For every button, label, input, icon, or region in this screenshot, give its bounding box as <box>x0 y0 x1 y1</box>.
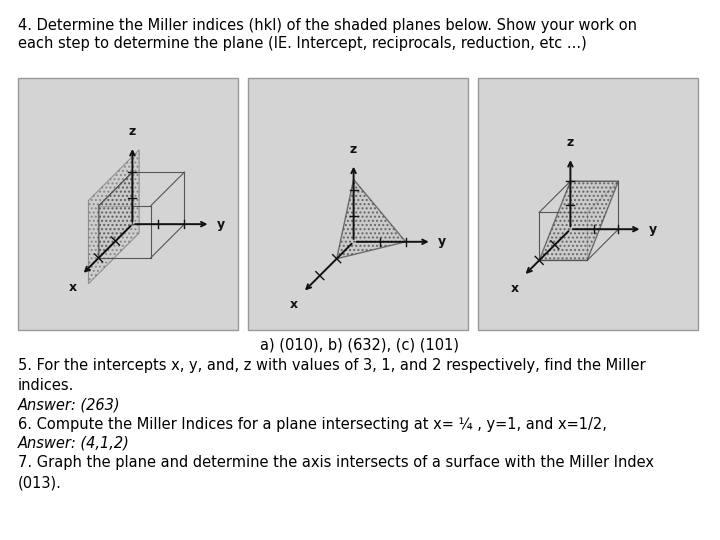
Text: a) (010), b) (632), (c) (101): a) (010), b) (632), (c) (101) <box>261 338 459 353</box>
Text: y: y <box>649 222 657 235</box>
Text: z: z <box>129 125 136 138</box>
Text: y: y <box>438 235 446 248</box>
Text: 7. Graph the plane and determine the axis intersects of a surface with the Mille: 7. Graph the plane and determine the axi… <box>18 456 654 470</box>
Polygon shape <box>99 172 132 258</box>
Polygon shape <box>89 150 139 284</box>
Text: indices.: indices. <box>18 377 74 393</box>
Text: 6. Compute the Miller Indices for a plane intersecting at x= ¼ , y=1, and x=1/2,: 6. Compute the Miller Indices for a plan… <box>18 416 607 431</box>
Text: z: z <box>350 143 357 156</box>
Bar <box>478 78 698 330</box>
Polygon shape <box>337 179 405 259</box>
Text: y: y <box>217 218 225 231</box>
Text: 5. For the intercepts x, y, and, z with values of 3, 1, and 2 respectively, find: 5. For the intercepts x, y, and, z with … <box>18 358 646 373</box>
Text: Answer: (263): Answer: (263) <box>18 397 121 412</box>
Text: x: x <box>289 299 298 312</box>
Text: each step to determine the plane (IE. Intercept, reciprocals, reduction, etc ...: each step to determine the plane (IE. In… <box>18 36 587 51</box>
Text: Answer: (4,1,2): Answer: (4,1,2) <box>18 436 130 451</box>
Bar <box>248 78 468 330</box>
Polygon shape <box>539 181 618 260</box>
Text: x: x <box>510 282 518 295</box>
Bar <box>18 78 238 330</box>
Text: x: x <box>68 281 77 294</box>
Text: 4. Determine the Miller indices (hkl) of the shaded planes below. Show your work: 4. Determine the Miller indices (hkl) of… <box>18 18 637 33</box>
Text: (013).: (013). <box>18 475 62 490</box>
Text: z: z <box>567 136 574 149</box>
